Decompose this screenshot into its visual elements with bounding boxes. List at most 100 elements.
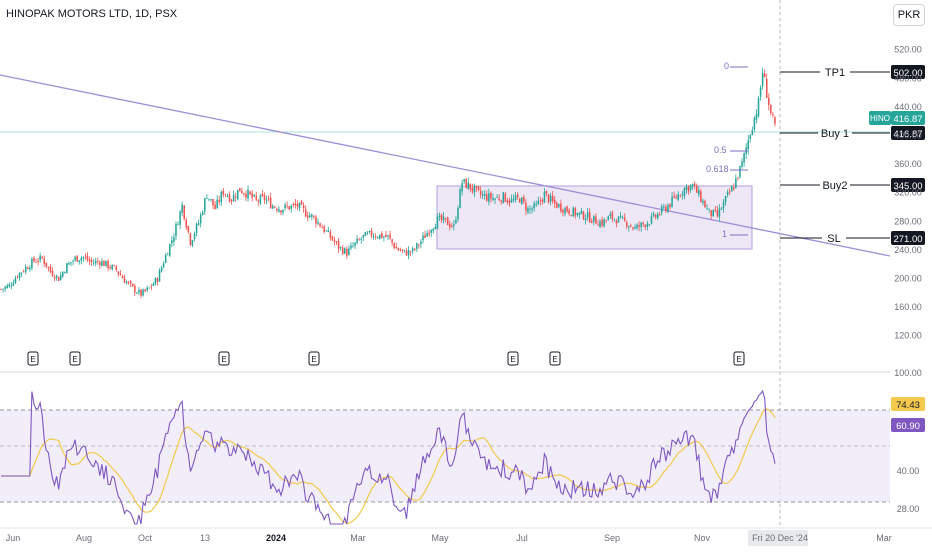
- candle-body: [494, 198, 496, 200]
- candle-body: [436, 216, 439, 229]
- price-tick-label: 200.00: [894, 274, 922, 284]
- candle-body: [432, 228, 435, 232]
- time-tick-label: May: [431, 533, 449, 543]
- earnings-marker[interactable]: E: [507, 351, 519, 366]
- candle-body: [37, 261, 39, 262]
- candle-body: [107, 260, 109, 269]
- candle-body: [644, 224, 647, 227]
- candle-body: [18, 272, 21, 278]
- candle-body: [80, 257, 83, 261]
- time-axis[interactable]: Jun Aug Oct 13 2024 Mar May Jul Sep Nov Fri 20 Dec…: [6, 530, 892, 546]
- candle-body: [453, 224, 455, 227]
- candle-body: [551, 195, 554, 202]
- level-label-tp1: TP1: [825, 67, 845, 79]
- last-price-box: [891, 111, 925, 125]
- candle-body: [718, 208, 721, 217]
- candle-body: [158, 270, 161, 282]
- candle-body: [446, 217, 449, 226]
- candle-body: [269, 197, 272, 209]
- earnings-marker[interactable]: E: [218, 351, 230, 366]
- rsi-tick-100: 100.00: [894, 368, 922, 378]
- candle-body: [222, 190, 225, 195]
- level-sl[interactable]: SL 271.00: [780, 231, 925, 245]
- candle-body: [199, 214, 202, 224]
- candle-body: [115, 266, 118, 271]
- candle-body: [663, 206, 665, 208]
- candle-body: [656, 213, 659, 219]
- candle-body: [527, 208, 529, 213]
- candle-body: [265, 199, 268, 201]
- candle-body: [455, 219, 457, 224]
- candle-body: [292, 204, 295, 205]
- candle-body: [475, 186, 478, 188]
- level-tp1[interactable]: TP1 502.00: [780, 65, 925, 79]
- candle-body: [521, 197, 523, 204]
- level-buy1[interactable]: Buy 1 416.87: [780, 126, 925, 140]
- earnings-marker[interactable]: E: [308, 351, 320, 366]
- earnings-marker[interactable]: E: [69, 351, 81, 366]
- earnings-marker[interactable]: E: [733, 351, 745, 366]
- candle-body: [271, 205, 274, 209]
- candle-body: [714, 209, 717, 211]
- candle-body: [331, 236, 334, 241]
- rsi-axis[interactable]: 100.00 74.43 60.90 40.00 28.00: [891, 368, 925, 514]
- candle-body: [743, 152, 745, 163]
- candle-body: [152, 283, 155, 286]
- earnings-marker-label: E: [552, 355, 557, 364]
- candle-body: [121, 276, 124, 279]
- candle-body: [481, 194, 484, 196]
- candle-body: [397, 248, 400, 251]
- earnings-marker[interactable]: E: [27, 351, 39, 366]
- candle-body: [183, 205, 186, 220]
- candle-body: [177, 224, 179, 226]
- fib-retracement[interactable]: 0 0.5 0.618 1: [706, 61, 748, 239]
- candle-body: [333, 240, 336, 242]
- earnings-marker[interactable]: E: [549, 351, 561, 366]
- candle-body: [14, 278, 17, 283]
- candle-body: [438, 215, 441, 217]
- candle-body: [687, 185, 690, 192]
- level-price-sl: 271.00: [893, 234, 922, 245]
- candle-body: [710, 210, 712, 216]
- candle-body: [51, 270, 54, 277]
- descending-trendline[interactable]: [0, 74, 891, 257]
- level-label-buy1: Buy 1: [821, 128, 849, 140]
- candle-body: [601, 219, 603, 226]
- last-price-tag[interactable]: HINO 416.87: [869, 111, 925, 125]
- candle-body: [358, 239, 360, 241]
- candle-body: [683, 188, 686, 197]
- candle-body: [623, 217, 626, 221]
- candle-body: [376, 237, 379, 239]
- candle-body: [768, 97, 770, 106]
- candle-body: [368, 230, 371, 233]
- candle-body: [461, 182, 463, 192]
- candle-body: [403, 250, 406, 251]
- candle-body: [263, 195, 266, 200]
- last-price-value: 416.87: [893, 114, 922, 125]
- candle-body: [142, 289, 144, 296]
- candles-layer: [0, 67, 776, 299]
- currency-selector[interactable]: PKR: [893, 4, 925, 26]
- candle-body: [523, 196, 525, 202]
- candle-body: [564, 207, 566, 214]
- candle-body: [216, 199, 218, 209]
- candle-body: [689, 185, 692, 190]
- candle-body: [418, 244, 420, 246]
- candle-body: [615, 220, 618, 224]
- candle-body: [733, 187, 735, 190]
- time-tick-label: Jun: [6, 533, 21, 543]
- candle-body: [617, 216, 620, 223]
- time-tick-label: Fri 20 Dec '24: [752, 533, 808, 543]
- candle-body: [88, 259, 91, 262]
- candle-body: [45, 262, 48, 267]
- candle-body: [243, 193, 245, 195]
- candle-body: [483, 194, 486, 196]
- current-date-tag: [748, 530, 808, 546]
- candle-body: [29, 267, 31, 270]
- level-buy2[interactable]: Buy2 345.00: [780, 178, 925, 192]
- candle-body: [751, 130, 754, 135]
- candle-body: [459, 189, 461, 209]
